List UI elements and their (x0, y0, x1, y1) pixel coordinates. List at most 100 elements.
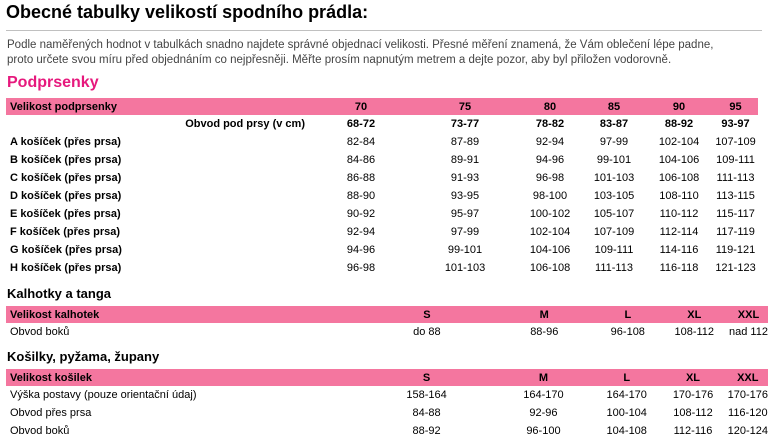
table-cell: 109-111 (716, 154, 755, 166)
table-row: E košíček (přes prsa) 90-92 95-97 100-102 10… (6, 205, 758, 223)
table-cell: 102-104 (529, 226, 571, 238)
row-label: Výška postavy (pouze orientační údaj) (10, 389, 197, 401)
table-cell: 104-106 (658, 154, 700, 166)
size-header: 95 (713, 98, 758, 115)
table-cell: 106-108 (658, 172, 700, 184)
table-row: Obvod boků do 88 88-96 96-108 108-112 nad 112 (6, 323, 768, 341)
table-cell: 104-108 (606, 425, 647, 437)
shirts-size-table: Velikost košilek S M L XL XXL Výška postavy (p… (6, 369, 768, 440)
size-header: XL (659, 306, 729, 323)
header-label: Velikost podprsenky (6, 98, 309, 115)
table-row: Výška postavy (pouze orientační údaj) 158… (6, 386, 768, 404)
table-cell: 120-124 (727, 425, 768, 437)
table-cell: 108-112 (673, 407, 713, 419)
row-label: E košíček (přes prsa) (10, 208, 121, 220)
header-label: Velikost kalhotek (6, 306, 362, 323)
row-label: D košíček (přes prsa) (10, 190, 122, 202)
table-cell: 96-100 (526, 425, 561, 437)
table-cell: 107-109 (593, 226, 635, 238)
band-value: 68-72 (346, 118, 376, 130)
table-cell: 84-86 (346, 154, 376, 166)
table-cell: 94-96 (535, 154, 565, 166)
table-cell: 101-103 (593, 172, 635, 184)
bra-header-row: Velikost podprsenky 70 75 80 85 90 95 (6, 98, 758, 115)
table-cell: 101-103 (444, 262, 486, 274)
table-cell: 119-121 (715, 244, 756, 256)
bra-table-body: Velikost podprsenky 70 75 80 85 90 95 Obvod pod… (6, 98, 758, 277)
table-row: G košíček (přes prsa) 94-96 99-101 104-106 1… (6, 241, 758, 259)
page-title: Obecné tabulky velikostí spodního prádla… (6, 2, 369, 22)
table-cell: 100-104 (606, 407, 647, 419)
table-row: F košíček (přes prsa) 92-94 97-99 102-104 10… (6, 223, 758, 241)
title-divider (6, 30, 762, 31)
band-value: 83-87 (599, 118, 629, 130)
table-cell: 121-123 (715, 262, 756, 274)
table-cell: 170-176 (727, 389, 768, 401)
size-header: M (492, 306, 597, 323)
band-row: Obvod pod prsy (v cm) 68-72 73-77 78-82 83-8… (6, 115, 758, 133)
size-header: M (491, 369, 596, 386)
shirts-table-body: Velikost košilek S M L XL XXL Výška postavy (p… (6, 369, 768, 440)
briefs-size-table: Velikost kalhotek S M L XL XXL Obvod boků do 88… (6, 306, 768, 341)
row-label: F košíček (přes prsa) (10, 226, 121, 238)
table-cell: 86-88 (346, 172, 376, 184)
row-label: G košíček (přes prsa) (10, 244, 122, 256)
row-label: B košíček (přes prsa) (10, 154, 122, 166)
table-cell: 88-90 (346, 190, 376, 202)
briefs-table-body: Velikost kalhotek S M L XL XXL Obvod boků do 88… (6, 306, 768, 341)
table-cell: 109-111 (594, 244, 634, 256)
table-cell: 164-170 (606, 389, 647, 401)
table-cell: 105-107 (593, 208, 635, 220)
intro-line: proto určete svou míru před objednáním c… (7, 54, 672, 66)
table-cell: 104-106 (529, 244, 571, 256)
table-cell: 108-112 (674, 326, 715, 338)
band-value: 78-82 (535, 118, 565, 130)
table-cell: 117-119 (716, 226, 755, 238)
band-value: 93-97 (721, 118, 750, 130)
table-cell: 102-104 (658, 136, 700, 148)
table-cell: 92-94 (535, 136, 565, 148)
table-cell: 92-96 (529, 407, 558, 419)
size-header: XXL (727, 369, 768, 386)
table-cell: 82-84 (346, 136, 376, 148)
table-cell: 96-98 (535, 172, 565, 184)
table-cell: 114-116 (659, 244, 699, 256)
table-cell: 84-88 (412, 407, 441, 419)
header-label: Velikost košilek (6, 369, 362, 386)
table-row: D košíček (přes prsa) 88-90 93-95 98-100 103… (6, 187, 758, 205)
table-cell: 113-115 (716, 190, 755, 202)
table-cell: 96-98 (346, 262, 376, 274)
table-cell: 87-89 (450, 136, 480, 148)
table-cell: 111-113 (716, 172, 755, 184)
table-cell: 115-117 (716, 208, 755, 220)
row-label: Obvod boků (10, 425, 70, 437)
briefs-header-row: Velikost kalhotek S M L XL XXL (6, 306, 768, 323)
shirts-header-row: Velikost košilek S M L XL XXL (6, 369, 768, 386)
band-value: 88-92 (664, 118, 694, 130)
table-cell: 88-96 (530, 326, 559, 338)
table-cell: 98-100 (532, 190, 568, 202)
table-cell: 116-120 (728, 407, 768, 419)
bras-heading: Podprsenky (7, 74, 99, 91)
table-cell: 94-96 (346, 244, 376, 256)
size-header: S (361, 306, 493, 323)
table-cell: 99-101 (447, 244, 483, 256)
table-cell: 116-118 (659, 262, 699, 274)
row-label: Obvod přes prsa (10, 407, 92, 419)
table-cell: 99-101 (596, 154, 632, 166)
table-row: H košíček (přes prsa) 96-98 101-103 106-108… (6, 259, 758, 277)
table-cell: 111-113 (595, 262, 633, 274)
row-label: A košíček (přes prsa) (10, 136, 121, 148)
table-cell: 164-170 (523, 389, 564, 401)
table-cell: 158-164 (406, 389, 447, 401)
table-cell: 107-109 (715, 136, 756, 148)
table-cell: 91-93 (450, 172, 480, 184)
table-cell: 96-108 (610, 326, 645, 338)
table-row: B košíček (přes prsa) 84-86 89-91 94-96 99-1… (6, 151, 758, 169)
briefs-heading: Kalhotky a tanga (7, 286, 112, 301)
table-cell: 110-112 (659, 208, 699, 220)
bra-size-table: Velikost podprsenky 70 75 80 85 90 95 Obvod pod… (6, 98, 758, 277)
table-cell: 92-94 (346, 226, 376, 238)
table-cell: 112-116 (673, 425, 713, 437)
size-header: L (595, 369, 659, 386)
